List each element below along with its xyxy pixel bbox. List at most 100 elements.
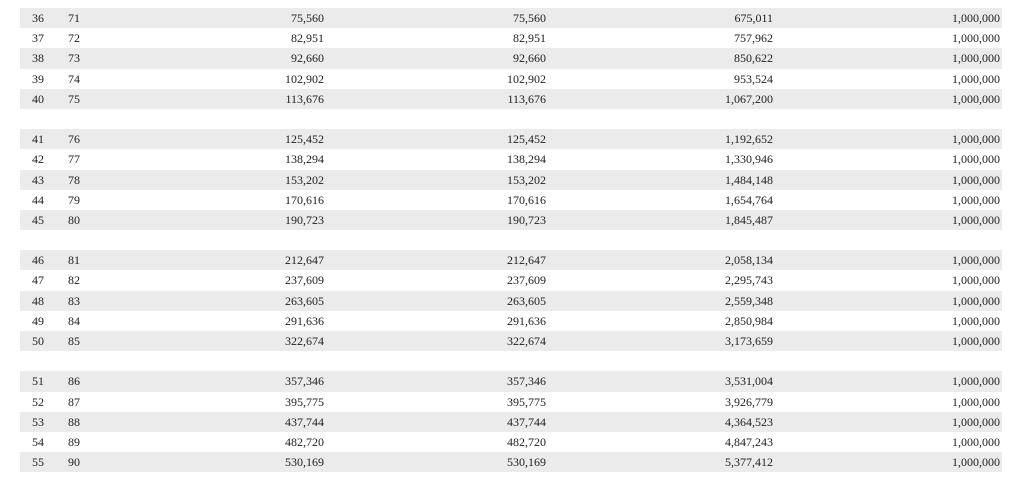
table-row: 46 81 212,647 212,647 2,058,134 1,000,000 xyxy=(20,250,1002,271)
table-cell: 41 xyxy=(32,132,44,147)
table-cell: 1,000,000 xyxy=(952,152,1000,167)
table-cell: 102,902 xyxy=(285,71,324,86)
table-row: 41 76 125,452 125,452 1,192,652 1,000,000 xyxy=(20,129,1002,150)
table-cell: 38 xyxy=(32,51,44,66)
table-row: 44 79 170,616 170,616 1,654,764 1,000,000 xyxy=(20,190,1002,210)
table-row: 55 90 530,169 530,169 5,377,412 1,000,000 xyxy=(20,452,1002,473)
table-cell: 4,364,523 xyxy=(725,414,773,429)
table-cell: 75,560 xyxy=(291,11,324,25)
table-row: 48 83 263,605 263,605 2,559,348 1,000,000 xyxy=(20,290,1002,311)
table-cell: 263,605 xyxy=(285,293,324,308)
table-cell: 1,000,000 xyxy=(952,313,1000,328)
table-cell: 170,616 xyxy=(507,192,546,207)
table-cell: 1,000,000 xyxy=(952,293,1000,308)
table-cell: 1,484,148 xyxy=(725,172,773,187)
table-cell: 1,000,000 xyxy=(952,91,1000,106)
table-cell: 1,000,000 xyxy=(952,51,1000,66)
table-cell: 357,346 xyxy=(285,374,324,389)
table-cell: 75 xyxy=(68,91,80,106)
table-cell: 48 xyxy=(32,293,44,308)
table-row: 47 82 237,609 237,609 2,295,743 1,000,000 xyxy=(20,270,1002,290)
table-cell: 757,962 xyxy=(734,31,773,46)
table-cell: 530,169 xyxy=(285,455,324,470)
table-cell: 2,058,134 xyxy=(725,253,773,268)
table-cell: 72 xyxy=(68,31,80,46)
table-cell: 1,000,000 xyxy=(952,394,1000,409)
table-cell: 153,202 xyxy=(507,172,546,187)
table-cell: 82 xyxy=(68,273,80,288)
table-cell: 2,295,743 xyxy=(725,273,773,288)
table-cell: 1,000,000 xyxy=(952,374,1000,389)
table-cell: 1,000,000 xyxy=(952,192,1000,207)
table-cell: 263,605 xyxy=(507,293,546,308)
table-cell: 1,654,764 xyxy=(725,192,773,207)
table-cell: 1,067,200 xyxy=(725,91,773,106)
table-cell: 138,294 xyxy=(285,152,324,167)
table-cell: 1,845,487 xyxy=(725,212,773,227)
table-cell: 322,674 xyxy=(285,334,324,348)
table-cell: 153,202 xyxy=(285,172,324,187)
table-cell: 2,559,348 xyxy=(725,293,773,308)
table-cell: 322,674 xyxy=(507,334,546,348)
table-cell: 190,723 xyxy=(285,212,324,227)
table-cell: 102,902 xyxy=(507,71,546,86)
table-cell: 291,636 xyxy=(285,313,324,328)
table-cell: 2,850,984 xyxy=(725,313,773,328)
table-row: 36 71 75,560 75,560 675,011 1,000,000 xyxy=(20,8,1002,29)
table-cell: 1,192,652 xyxy=(725,132,773,147)
table-cell: 237,609 xyxy=(507,273,546,288)
table-cell: 1,000,000 xyxy=(952,455,1000,470)
table-cell: 88 xyxy=(68,414,80,429)
group-spacer xyxy=(20,230,1002,250)
table-row: 43 78 153,202 153,202 1,484,148 1,000,000 xyxy=(20,169,1002,190)
table-row: 37 72 82,951 82,951 757,962 1,000,000 xyxy=(20,28,1002,48)
table-cell: 1,000,000 xyxy=(952,172,1000,187)
table-cell: 36 xyxy=(32,11,44,25)
table-cell: 79 xyxy=(68,192,80,207)
table-cell: 86 xyxy=(68,374,80,389)
table-cell: 52 xyxy=(32,394,44,409)
table-cell: 37 xyxy=(32,31,44,46)
table-cell: 1,000,000 xyxy=(952,212,1000,227)
table-row: 53 88 437,744 437,744 4,364,523 1,000,000 xyxy=(20,411,1002,432)
table-cell: 45 xyxy=(32,212,44,227)
table-row: 52 87 395,775 395,775 3,926,779 1,000,000 xyxy=(20,392,1002,412)
table-cell: 850,622 xyxy=(734,51,773,66)
table-row: 50 85 322,674 322,674 3,173,659 1,000,000 xyxy=(20,331,1002,352)
table-cell: 395,775 xyxy=(507,394,546,409)
table-cell: 125,452 xyxy=(507,132,546,147)
table-cell: 55 xyxy=(32,455,44,470)
group-spacer xyxy=(20,109,1002,129)
table-row: 38 73 92,660 92,660 850,622 1,000,000 xyxy=(20,48,1002,69)
table-cell: 482,720 xyxy=(507,434,546,449)
table-cell: 3,173,659 xyxy=(725,334,773,348)
table-cell: 82,951 xyxy=(291,31,324,46)
table-row: 40 75 113,676 113,676 1,067,200 1,000,000 xyxy=(20,88,1002,109)
table-cell: 437,744 xyxy=(507,414,546,429)
table-cell: 51 xyxy=(32,374,44,389)
table-cell: 39 xyxy=(32,71,44,86)
table-row: 49 84 291,636 291,636 2,850,984 1,000,000 xyxy=(20,311,1002,331)
table-cell: 675,011 xyxy=(734,11,773,25)
table-cell: 3,531,004 xyxy=(725,374,773,389)
table-cell: 53 xyxy=(32,414,44,429)
table-cell: 71 xyxy=(68,11,80,25)
table-cell: 92,660 xyxy=(291,51,324,66)
table-cell: 1,000,000 xyxy=(952,11,1000,25)
data-table: 36 71 75,560 75,560 675,011 1,000,000 37 72 82,9… xyxy=(20,8,1002,473)
table-cell: 80 xyxy=(68,212,80,227)
table-cell: 1,000,000 xyxy=(952,434,1000,449)
table-cell: 44 xyxy=(32,192,44,207)
table-cell: 42 xyxy=(32,152,44,167)
table-cell: 190,723 xyxy=(507,212,546,227)
table-cell: 3,926,779 xyxy=(725,394,773,409)
table-cell: 84 xyxy=(68,313,80,328)
table-cell: 1,000,000 xyxy=(952,31,1000,46)
table-cell: 54 xyxy=(32,434,44,449)
table-cell: 4,847,243 xyxy=(725,434,773,449)
table-cell: 357,346 xyxy=(507,374,546,389)
table-cell: 138,294 xyxy=(507,152,546,167)
table-cell: 81 xyxy=(68,253,80,268)
table-row: 45 80 190,723 190,723 1,845,487 1,000,000 xyxy=(20,209,1002,231)
table-cell: 170,616 xyxy=(285,192,324,207)
